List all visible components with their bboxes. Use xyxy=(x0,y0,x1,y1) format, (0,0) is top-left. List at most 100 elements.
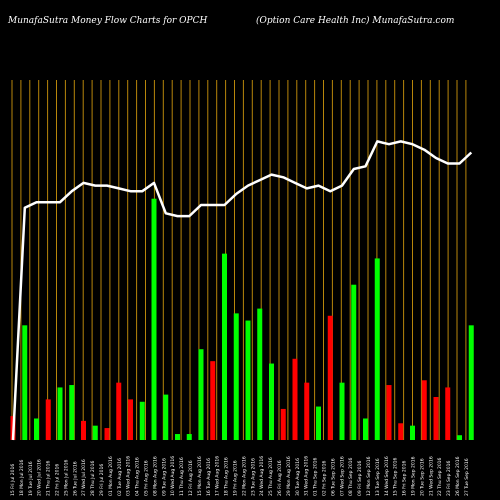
bar xyxy=(363,418,368,440)
x-tick-label: 21 Wed Sep 2016 xyxy=(428,456,434,496)
bar xyxy=(445,387,451,440)
x-tick-label: 18 Thu Aug 2016 xyxy=(224,457,230,496)
x-tick-label: 25 Mon Jul 2016 xyxy=(63,459,69,496)
bar xyxy=(280,408,286,440)
x-tick-label: 18 Mon Jul 2016 xyxy=(19,459,25,496)
bar xyxy=(151,198,157,440)
x-tick-label: 15 Fri Jul 2016 xyxy=(10,464,16,496)
bar xyxy=(92,425,98,440)
bar xyxy=(128,399,133,440)
x-tick-label: 10 Wed Aug 2016 xyxy=(170,456,176,496)
bar xyxy=(433,396,439,440)
x-tick-label: 23 Tue Aug 2016 xyxy=(250,458,256,496)
x-tick-label: 15 Thu Sep 2016 xyxy=(393,457,399,496)
bar xyxy=(292,358,298,440)
x-tick-label: 24 Wed Aug 2016 xyxy=(259,456,265,496)
x-tick-label: 14 Wed Sep 2016 xyxy=(384,456,390,496)
bar xyxy=(339,382,345,440)
x-tick-label: 23 Fri Sep 2016 xyxy=(446,461,452,496)
x-tick-label: 15 Mon Aug 2016 xyxy=(197,456,203,496)
x-tick-label: 13 Tue Sep 2016 xyxy=(375,458,381,496)
x-tick-label: 16 Fri Sep 2016 xyxy=(402,461,408,496)
x-tick-label: 07 Wed Sep 2016 xyxy=(339,456,345,496)
x-tick-labels: 15 Fri Jul 2016 18 Mon Jul 2016 19 Tue Jul… xyxy=(10,456,470,496)
x-tick-label: 06 Tue Sep 2016 xyxy=(330,458,336,496)
bar xyxy=(163,394,169,440)
x-tick-label: 31 Wed Aug 2016 xyxy=(304,456,310,496)
x-tick-label: 27 Wed Jul 2016 xyxy=(81,459,87,496)
x-tick-label: 26 Mon Sep 2016 xyxy=(455,456,461,496)
bar xyxy=(34,418,39,440)
bar xyxy=(421,380,427,440)
grid-lines xyxy=(11,80,467,440)
x-tick-label: 17 Wed Aug 2016 xyxy=(215,456,221,496)
bar xyxy=(81,420,86,440)
x-tick-label: 20 Tue Sep 2016 xyxy=(419,458,425,496)
chart-header-right: (Option Care Health Inc) MunafaSutra.com xyxy=(256,16,455,26)
x-tick-label: 08 Thu Sep 2016 xyxy=(348,457,354,496)
x-tick-label: 03 Wed Aug 2016 xyxy=(126,456,132,496)
bar xyxy=(374,258,380,440)
x-tick-label: 05 Fri Aug 2016 xyxy=(144,460,150,496)
x-tick-label: 29 Mon Aug 2016 xyxy=(286,456,292,496)
bar xyxy=(69,385,75,440)
x-tick-label: 02 Tue Aug 2016 xyxy=(117,458,123,496)
bar xyxy=(222,253,227,440)
bar xyxy=(233,313,239,440)
bar-series xyxy=(10,198,474,440)
x-tick-label: 22 Thu Sep 2016 xyxy=(437,457,443,496)
x-tick-label: 02 Fri Sep 2016 xyxy=(322,461,328,496)
x-tick-label: 25 Thu Aug 2016 xyxy=(268,457,274,496)
x-tick-label: 09 Tue Aug 2016 xyxy=(161,458,167,496)
bar xyxy=(186,434,192,440)
bar xyxy=(410,425,415,440)
x-tick-label: 01 Mon Aug 2016 xyxy=(108,456,114,496)
bar xyxy=(104,428,110,440)
bar xyxy=(257,308,263,440)
x-tick-label: 09 Fri Sep 2016 xyxy=(357,461,363,496)
x-tick-label: 30 Tue Aug 2016 xyxy=(295,458,301,496)
bar xyxy=(269,363,274,440)
x-tick-label: 12 Mon Sep 2016 xyxy=(366,456,372,496)
x-tick-label: 16 Tue Aug 2016 xyxy=(206,458,212,496)
bar xyxy=(316,406,321,440)
bar xyxy=(386,385,392,440)
x-tick-label: 22 Fri Jul 2016 xyxy=(55,464,61,496)
x-tick-label: 20 Wed Jul 2016 xyxy=(37,459,43,496)
x-tick-label: 26 Tue Jul 2016 xyxy=(72,461,78,496)
bar xyxy=(116,382,122,440)
x-tick-label: 11 Thu Aug 2016 xyxy=(179,457,185,496)
bar xyxy=(210,361,216,440)
bar xyxy=(175,434,180,440)
x-tick-label: 19 Fri Aug 2016 xyxy=(233,460,239,496)
bar xyxy=(45,399,51,440)
x-tick-label: 04 Thu Aug 2016 xyxy=(135,457,141,496)
x-tick-label: 21 Thu Jul 2016 xyxy=(46,461,52,496)
chart-header-left: MunafaSutra Money Flow Charts for OPCH xyxy=(8,16,208,26)
x-tick-label: 01 Thu Sep 2016 xyxy=(313,457,319,496)
x-tick-label: 27 Tue Sep 2016 xyxy=(464,458,470,496)
x-tick-label: 12 Fri Aug 2016 xyxy=(188,460,194,496)
x-tick-label: 29 Fri Jul 2016 xyxy=(99,464,105,496)
money-flow-line xyxy=(11,140,473,441)
x-tick-label: 26 Fri Aug 2016 xyxy=(277,460,283,496)
x-tick-label: 19 Mon Sep 2016 xyxy=(411,456,417,496)
bar xyxy=(57,387,63,440)
bar xyxy=(304,382,310,440)
bar xyxy=(468,325,474,440)
bar xyxy=(327,315,333,440)
x-tick-label: 22 Mon Aug 2016 xyxy=(241,456,247,496)
x-tick-label: 08 Mon Aug 2016 xyxy=(152,456,158,496)
bar xyxy=(398,423,404,440)
bar xyxy=(457,435,462,440)
bar xyxy=(245,320,251,440)
bar xyxy=(22,325,28,440)
bar xyxy=(139,401,145,440)
bar xyxy=(198,349,204,440)
x-tick-label: 28 Thu Jul 2016 xyxy=(90,461,96,496)
x-tick-label: 19 Tue Jul 2016 xyxy=(28,461,34,496)
bar xyxy=(351,284,357,440)
line-series xyxy=(11,140,473,441)
